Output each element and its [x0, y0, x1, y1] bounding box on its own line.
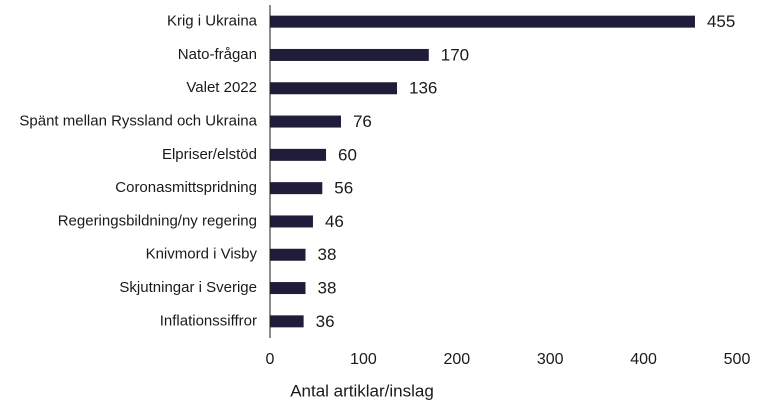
value-label: 56: [334, 179, 353, 198]
x-axis-label: Antal artiklar/inslag: [290, 381, 434, 400]
y-tick-label: Skjutningar i Sverige: [119, 279, 257, 296]
bar: [270, 182, 323, 195]
x-tick-label: 100: [350, 351, 377, 368]
bar: [270, 48, 429, 61]
x-tick-label: 200: [443, 351, 470, 368]
y-tick-label: Inflationssiffror: [160, 312, 257, 329]
x-tick-label: 400: [630, 351, 657, 368]
bar: [270, 15, 695, 28]
value-label: 60: [338, 145, 357, 164]
bar: [270, 315, 304, 328]
y-tick-label: Krig i Ukraina: [167, 13, 258, 30]
y-tick-label: Knivmord i Visby: [146, 246, 258, 263]
x-tick-label: 0: [266, 351, 275, 368]
bar: [270, 148, 327, 161]
y-tick-label: Nato-frågan: [178, 46, 257, 63]
value-label: 76: [353, 112, 372, 131]
value-label: 455: [707, 12, 735, 31]
y-tick-label: Elpriser/elstöd: [162, 146, 257, 163]
value-label: 136: [409, 79, 437, 98]
y-tick-label: Regeringsbildning/ny regering: [58, 212, 257, 229]
bar: [270, 248, 306, 261]
value-label: 38: [317, 245, 336, 264]
y-tick-label: Spänt mellan Ryssland och Ukraina: [19, 113, 257, 130]
value-label: 170: [441, 45, 469, 64]
value-label: 46: [325, 212, 344, 231]
bar: [270, 282, 306, 295]
bar: [270, 82, 398, 95]
value-label: 38: [317, 279, 336, 298]
value-label: 36: [316, 312, 335, 331]
y-tick-label: Coronasmittspridning: [115, 179, 257, 196]
bar: [270, 215, 313, 228]
x-tick-label: 300: [537, 351, 564, 368]
y-tick-label: Valet 2022: [186, 79, 257, 96]
x-tick-label: 500: [724, 351, 751, 368]
bar: [270, 115, 341, 128]
